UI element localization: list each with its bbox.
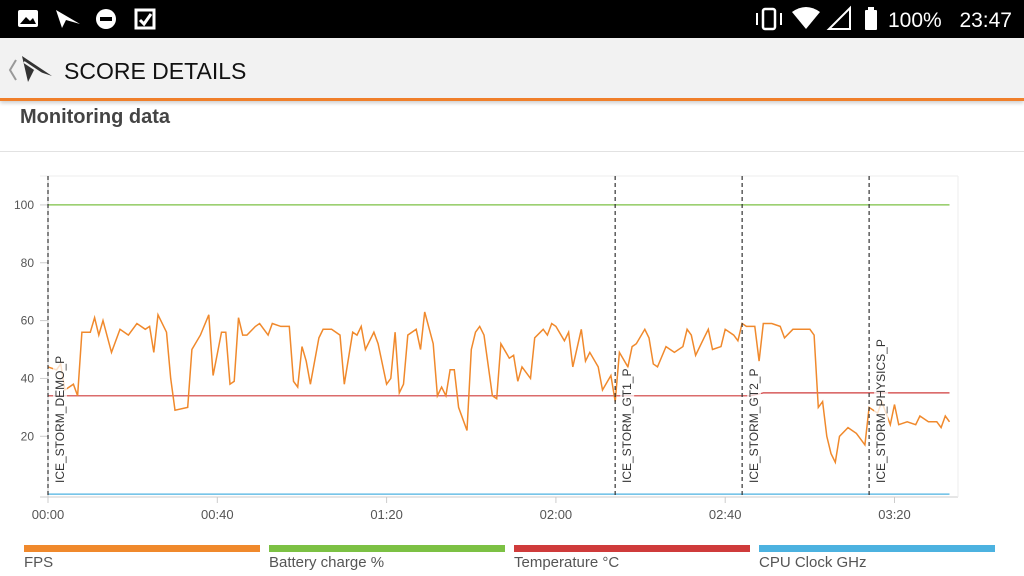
- legend-swatch: [24, 545, 260, 552]
- app-bar-content: SCORE DETAILS: [8, 56, 246, 84]
- legend-swatch: [514, 545, 750, 552]
- section-header-content: Monitoring data: [20, 106, 171, 128]
- marker-label-bg: [874, 338, 889, 484]
- battery-tip: [868, 7, 874, 10]
- section-title: Monitoring data: [20, 106, 171, 128]
- battery-icon: [865, 10, 877, 30]
- x-tick-label: 00:00: [32, 507, 65, 522]
- dnd-bar: [100, 17, 112, 21]
- clock: 23:47: [959, 9, 1012, 32]
- legend-label: FPS: [24, 554, 53, 571]
- signal-icon: [826, 5, 851, 30]
- gallery-icon: [18, 10, 38, 27]
- back-button[interactable]: [8, 59, 17, 81]
- section-header: Monitoring data: [0, 101, 1024, 152]
- legend-label: Battery charge %: [269, 554, 384, 571]
- marker-label-bg: [53, 354, 67, 484]
- series-line: [47, 311, 951, 465]
- screen-title: SCORE DETAILS: [64, 58, 246, 84]
- legend-label: CPU Clock GHz: [759, 554, 867, 571]
- y-tick-label: 100: [14, 198, 34, 212]
- legend-swatch: [759, 545, 995, 552]
- legend-label: Temperature °C: [514, 554, 619, 571]
- legend-swatch: [269, 545, 505, 552]
- marker-label-bg: [747, 367, 762, 484]
- battery-level: 100%: [888, 9, 942, 32]
- status-bar: 100% 23:47: [0, 0, 1024, 38]
- y-tick-label: 40: [21, 371, 35, 385]
- wifi-icon: [792, 7, 820, 29]
- y-tick-label: 20: [21, 429, 35, 443]
- vibrate-icon: [761, 7, 777, 31]
- marker-label: ICE_STORM_GT2_P: [747, 369, 761, 483]
- marker-label: ICE_STORM_PHYSICS_P: [874, 339, 888, 483]
- app-icon: [56, 10, 80, 28]
- status-icons: 100% 23:47: [18, 5, 1012, 32]
- chart: 20 40 60 80 100 00:00 00:40 01:20 02:00 02:40 03:2…: [14, 175, 995, 571]
- y-tick-label: 60: [21, 314, 35, 328]
- marker-label: ICE_STORM_GT1_P: [620, 369, 634, 483]
- x-tick-label: 00:40: [201, 507, 234, 522]
- app-bar: SCORE DETAILS: [0, 38, 1024, 101]
- vibrate-waves: [756, 13, 782, 25]
- series-line: [48, 392, 950, 397]
- gallery-icon-inner: [20, 17, 36, 24]
- app-logo-stripe: [23, 61, 49, 79]
- y-tick-label: 80: [21, 256, 35, 270]
- marker-label: ICE_STORM_DEMO_P: [53, 356, 67, 483]
- marker-label-bg: [620, 367, 635, 484]
- x-tick-label: 02:40: [709, 507, 742, 522]
- app-logo: [22, 56, 52, 82]
- x-tick-label: 03:20: [878, 507, 911, 522]
- x-tick-label: 02:00: [540, 507, 573, 522]
- x-tick-label: 01:20: [370, 507, 403, 522]
- task-icon: [134, 8, 156, 30]
